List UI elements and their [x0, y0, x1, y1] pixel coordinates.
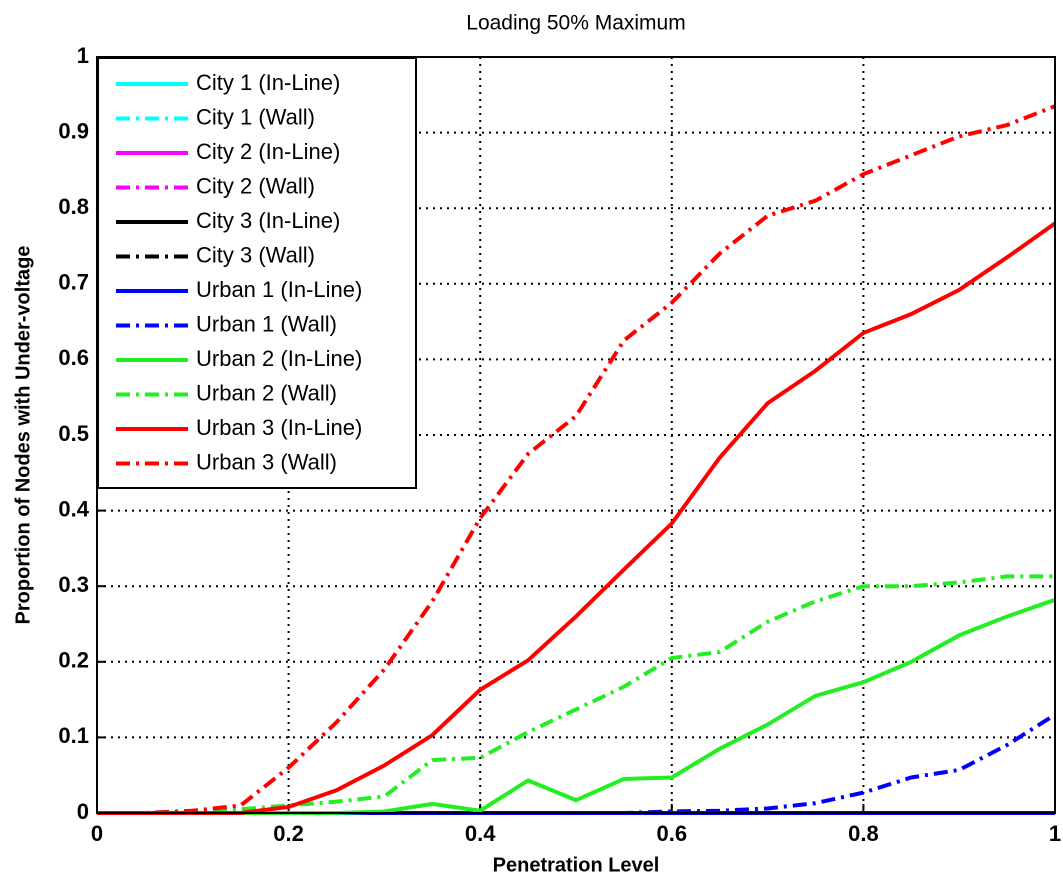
- legend-label: Urban 2 (Wall): [196, 380, 337, 405]
- x-tick-label: 1: [1049, 821, 1061, 846]
- line-series: [97, 104, 1056, 815]
- legend-label: City 3 (Wall): [196, 242, 315, 267]
- y-tick-label: 0.5: [58, 421, 89, 446]
- legend-label: City 2 (In-Line): [196, 139, 340, 164]
- legend-label: Urban 3 (In-Line): [196, 415, 362, 440]
- legend-label: City 1 (Wall): [196, 104, 315, 129]
- x-axis-label: Penetration Level: [493, 854, 660, 876]
- x-tick-label: 0.4: [465, 821, 496, 846]
- y-tick-label: 1: [77, 43, 89, 68]
- x-tick-label: 0.2: [273, 821, 304, 846]
- line-series: [97, 221, 1057, 815]
- line-series: [97, 574, 1055, 815]
- x-tick-label: 0.6: [657, 821, 688, 846]
- legend-label: Urban 1 (Wall): [196, 311, 337, 336]
- y-tick-label: 0.2: [58, 648, 89, 673]
- legend-label: City 2 (Wall): [196, 173, 315, 198]
- y-tick-label: 0.6: [58, 345, 89, 370]
- chart-title: Loading 50% Maximum: [466, 12, 685, 35]
- y-tick-label: 0.4: [58, 496, 89, 521]
- legend-label: Urban 1 (In-Line): [196, 277, 362, 302]
- legend-box: [97, 57, 417, 489]
- y-tick-label: 0: [77, 799, 89, 824]
- y-tick-label: 0.9: [58, 118, 89, 143]
- y-tick-label: 0.3: [58, 572, 89, 597]
- y-axis-label: Proportion of Nodes with Under-voltage: [12, 246, 34, 625]
- x-tick-label: 0.8: [848, 821, 879, 846]
- legend-label: City 1 (In-Line): [196, 70, 340, 95]
- legend-label: Urban 3 (Wall): [196, 449, 337, 474]
- y-tick-label: 0.1: [58, 723, 89, 748]
- x-tick-label: 0: [91, 821, 103, 846]
- y-tick-label: 0.7: [58, 270, 89, 295]
- legend-label: Urban 2 (In-Line): [196, 346, 362, 371]
- y-tick-label: 0.8: [58, 194, 89, 219]
- legend-label: City 3 (In-Line): [196, 208, 340, 233]
